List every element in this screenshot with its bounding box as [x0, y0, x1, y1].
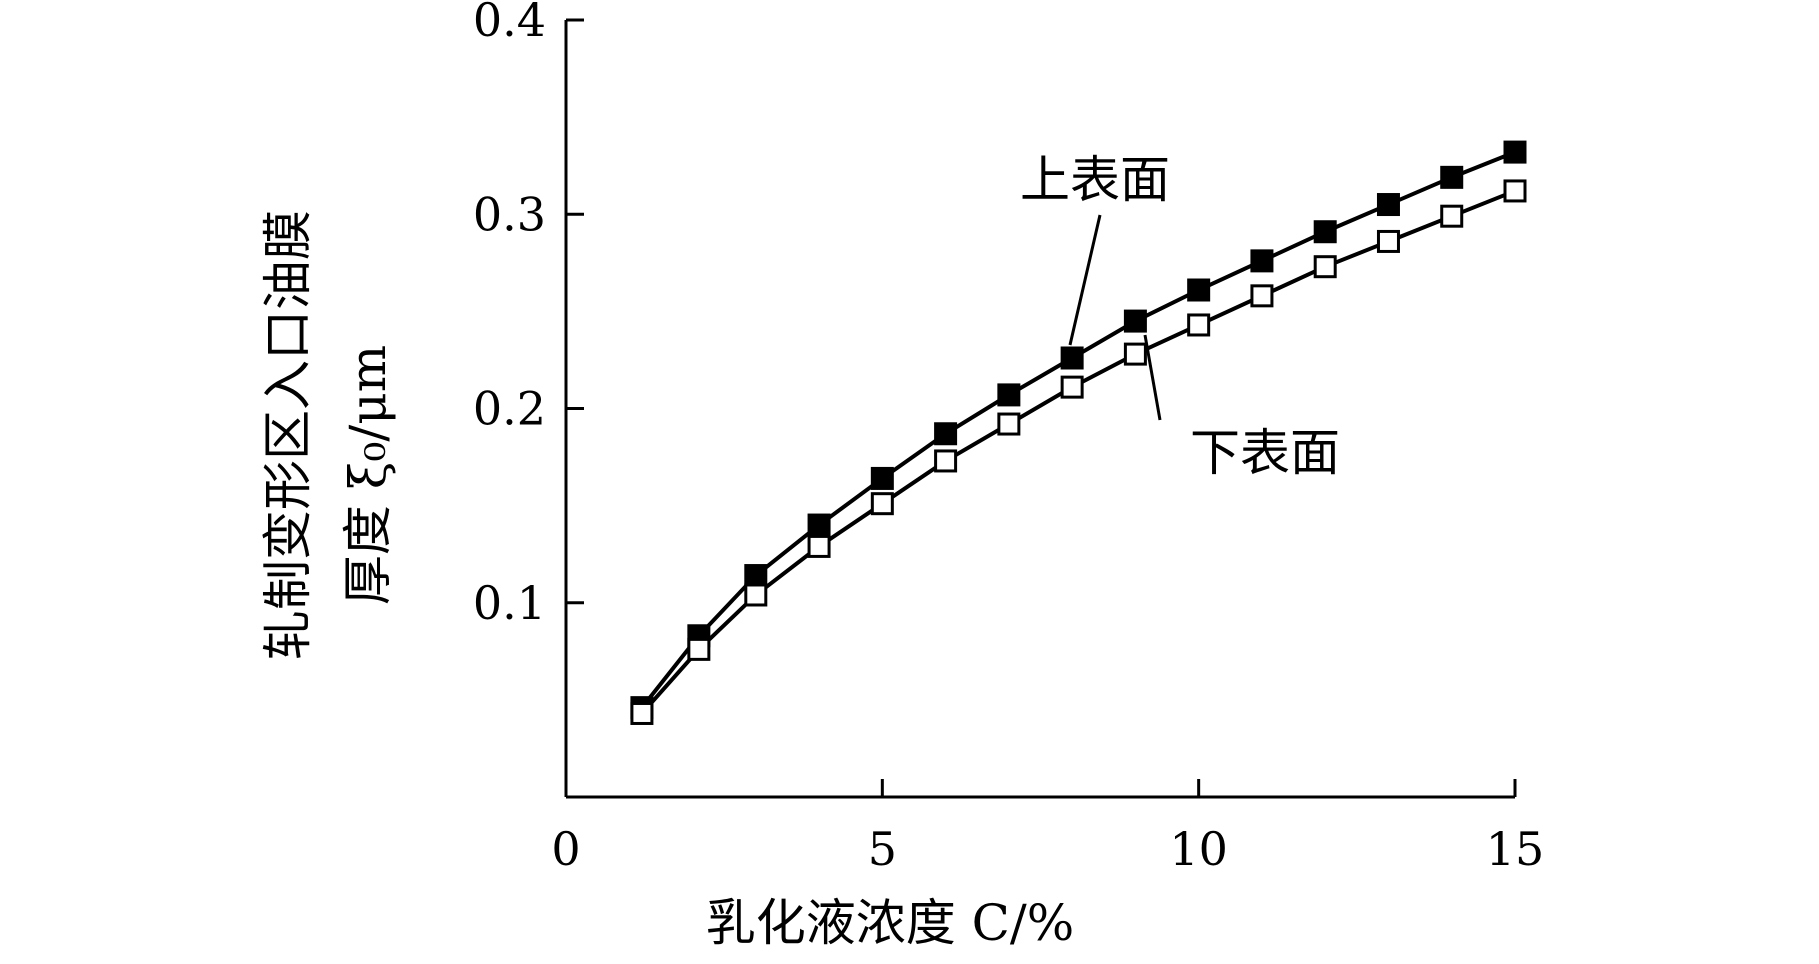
annotations: 上表面 下表面 [1020, 151, 1340, 482]
data-point [997, 412, 1021, 436]
y-tick-label: 0.1 [473, 576, 546, 630]
data-point [934, 422, 958, 446]
data-point [1313, 220, 1337, 244]
data-point [1187, 278, 1211, 302]
y-tick-label: 0.3 [473, 187, 546, 241]
y-tick-label: 0.4 [473, 0, 546, 47]
y-ticks: 0.1 0.2 0.3 0.4 [473, 0, 584, 630]
data-point [1376, 229, 1400, 253]
data-point [1123, 342, 1147, 366]
series-line [640, 189, 1516, 715]
data-point [687, 637, 711, 661]
data-point [870, 492, 894, 516]
y-axis-title: 轧制变形区入口油膜 厚度 ξ₀/μm [259, 210, 397, 660]
data-point [630, 701, 654, 725]
data-point [744, 564, 768, 588]
x-tick-label: 0 [551, 822, 580, 876]
data-point [1376, 193, 1400, 217]
data-point [744, 583, 768, 607]
data-point [1440, 204, 1464, 228]
data-point [1250, 249, 1274, 273]
data-point [1060, 375, 1084, 399]
series-lower-surface [630, 179, 1527, 725]
x-ticks: 0 5 10 15 [551, 779, 1544, 876]
annotation-lower-leader [1143, 334, 1162, 421]
series-layer [630, 140, 1527, 725]
data-point [870, 466, 894, 490]
data-point [1313, 255, 1337, 279]
data-point [1187, 313, 1211, 337]
series-upper-surface [630, 140, 1527, 720]
annotation-upper-surface: 上表面 [1020, 151, 1170, 209]
data-point [1123, 309, 1147, 333]
data-point [1503, 140, 1527, 164]
data-point [934, 449, 958, 473]
x-tick-label: 5 [868, 822, 897, 876]
y-axis-title-line1: 轧制变形区入口油膜 [259, 210, 317, 660]
x-axis-title: 乳化液浓度 C/% [706, 894, 1075, 952]
y-tick-label: 0.2 [473, 382, 546, 436]
y-axis-title-line2: 厚度 ξ₀/μm [339, 345, 397, 605]
data-point [1440, 165, 1464, 189]
data-point [997, 383, 1021, 407]
data-point [1060, 346, 1084, 370]
axes [564, 20, 1515, 799]
data-point [1250, 284, 1274, 308]
x-tick-label: 10 [1169, 822, 1228, 876]
annotation-upper-leader [1068, 214, 1102, 346]
annotation-lower-surface: 下表面 [1190, 424, 1340, 482]
data-point [807, 513, 831, 537]
x-tick-label: 15 [1486, 822, 1545, 876]
data-point [1503, 179, 1527, 203]
data-point [807, 534, 831, 558]
